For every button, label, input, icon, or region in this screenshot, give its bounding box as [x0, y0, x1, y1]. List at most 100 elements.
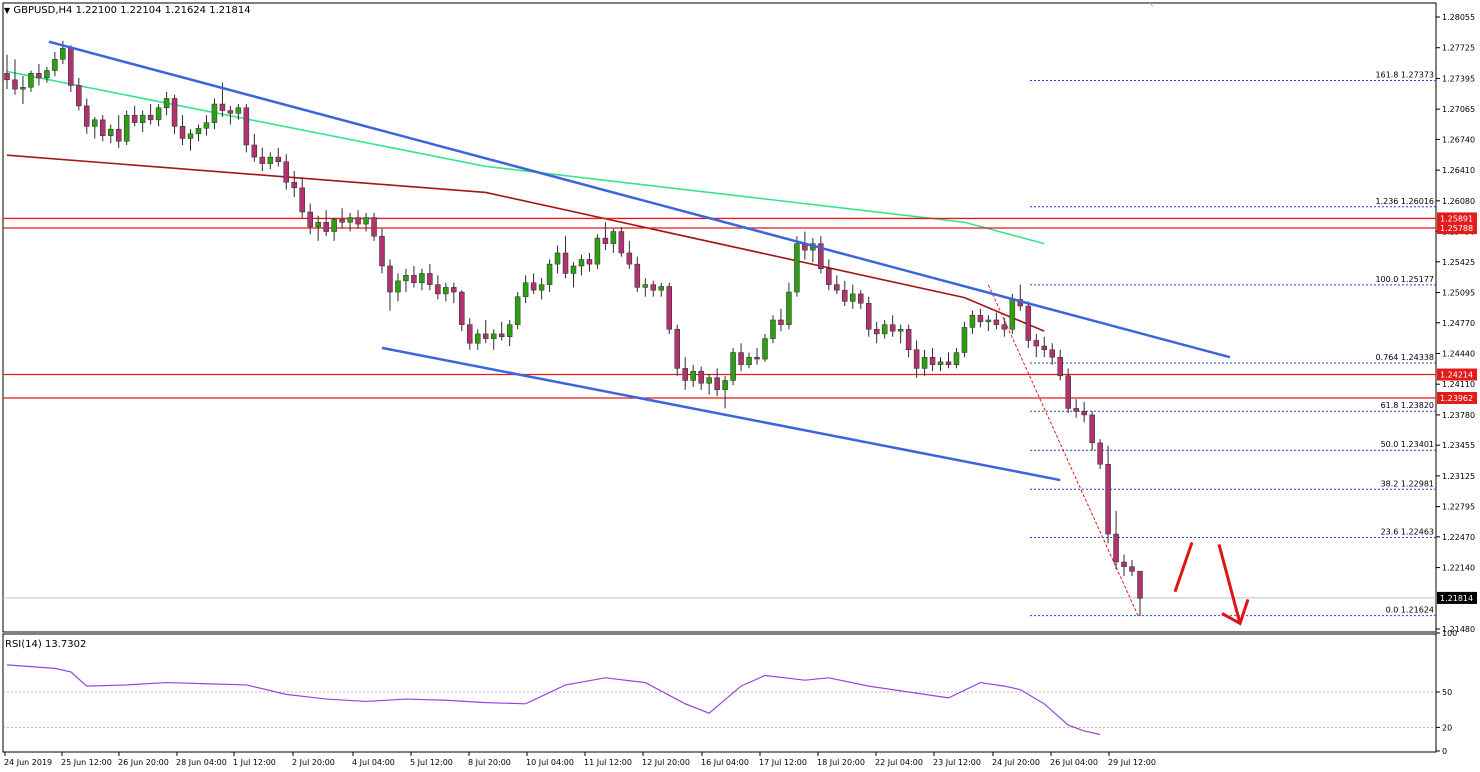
- bearish-candle: [873, 329, 880, 335]
- bearish-candle: [618, 231, 625, 254]
- bearish-candle: [650, 284, 657, 291]
- bearish-candle: [1065, 375, 1071, 409]
- bullish-candle: [546, 263, 553, 285]
- bearish-candle: [99, 119, 106, 136]
- bullish-candle: [961, 327, 968, 353]
- bearish-candle: [714, 377, 720, 391]
- bearish-candle: [147, 114, 154, 121]
- time-tick-label: 11 Jul 12:00: [584, 758, 632, 767]
- bullish-candle: [610, 231, 617, 244]
- bearish-candle: [299, 187, 305, 213]
- price-level-label-box: [1437, 222, 1477, 235]
- bearish-candle: [323, 221, 329, 232]
- bearish-candle: [842, 289, 848, 302]
- time-tick-label: 23 Jul 12:00: [933, 758, 981, 767]
- price-tick-label: 1.25425: [1442, 258, 1475, 267]
- time-tick-label: 24 Jun 2019: [4, 758, 52, 767]
- bullish-candle: [403, 275, 409, 282]
- bearish-candle: [857, 293, 864, 304]
- lower-channel-trendline: [381, 346, 1061, 482]
- price-level-label: 1.24214: [1440, 371, 1473, 380]
- bearish-candle: [1081, 410, 1087, 416]
- fibonacci-level-label: 1.236 1.26016: [1375, 197, 1434, 206]
- time-tick-label: 5 Jul 12:00: [410, 758, 453, 767]
- bearish-candle: [905, 329, 912, 351]
- price-tick-label: 1.24440: [1442, 349, 1475, 358]
- price-level-label: 1.25788: [1440, 224, 1473, 233]
- price-tick-label: 1.26080: [1442, 197, 1475, 206]
- bullish-candle: [347, 217, 353, 223]
- rsi-tick-label: 20: [1442, 723, 1452, 732]
- bullish-candle: [538, 284, 545, 291]
- bullish-candle: [594, 237, 601, 265]
- time-tick-label: 17 Jul 12:00: [759, 758, 807, 767]
- dropdown-icon[interactable]: ▼: [4, 6, 11, 15]
- moving-average-red-line: [6, 154, 1045, 332]
- bullish-candle: [570, 265, 577, 274]
- bearish-candle: [634, 263, 641, 288]
- bullish-candle: [123, 114, 130, 142]
- bullish-candle: [187, 133, 194, 139]
- time-tick-label: 12 Jul 20:00: [642, 758, 690, 767]
- bearish-candle: [339, 219, 345, 223]
- bullish-candle: [953, 352, 960, 365]
- time-tick-label: 8 Jul 20:00: [468, 758, 511, 767]
- time-tick-label: 29 Jul 12:00: [1108, 758, 1156, 767]
- bearish-candle: [4, 73, 10, 81]
- bullish-candle: [506, 324, 513, 337]
- time-tick-label: 25 Jun 12:00: [61, 758, 112, 767]
- bullish-candle: [443, 287, 449, 295]
- bearish-candle: [1057, 356, 1063, 377]
- bullish-candle: [642, 284, 649, 288]
- bullish-candle: [850, 293, 856, 302]
- bearish-candle: [945, 361, 952, 365]
- fibonacci-level-label: 38.2 1.22981: [1381, 479, 1434, 488]
- bullish-candle: [490, 333, 497, 339]
- price-tick-label: 1.22140: [1442, 564, 1475, 573]
- bearish-candle: [227, 110, 234, 114]
- price-tick-label: 1.21480: [1442, 625, 1475, 634]
- bullish-candle: [770, 319, 776, 339]
- fibonacci-level-label: 100.0 1.25177: [1375, 275, 1434, 284]
- bearish-candle: [778, 319, 784, 325]
- bullish-candle: [235, 107, 242, 114]
- bearish-candle: [754, 356, 760, 360]
- chart-header: ▼ GBPUSD,H4 1.22100 1.22104 1.21624 1.21…: [4, 5, 251, 16]
- bearish-candle: [993, 319, 1000, 325]
- bullish-candle: [475, 333, 481, 344]
- bearish-candle: [68, 47, 74, 86]
- price-tick-label: 1.23780: [1442, 411, 1475, 420]
- bullish-candle: [706, 377, 712, 384]
- bullish-candle: [44, 70, 50, 79]
- bearish-candle: [834, 284, 840, 291]
- bearish-candle: [1073, 408, 1079, 412]
- bullish-candle: [163, 98, 170, 109]
- bearish-candle: [451, 287, 457, 293]
- bearish-candle: [1113, 533, 1119, 563]
- bearish-candle: [913, 349, 920, 369]
- bullish-candle: [155, 107, 162, 121]
- upper-channel-trendline: [48, 40, 1231, 359]
- bullish-candle: [203, 122, 210, 129]
- price-tick-label: 1.23455: [1442, 441, 1475, 450]
- bullish-candle: [690, 370, 696, 381]
- bearish-candle: [1105, 463, 1111, 535]
- time-tick-label: 24 Jul 20:00: [992, 758, 1040, 767]
- rsi-label: RSI(14) 13.7302: [5, 639, 87, 650]
- fibonacci-level-label: 61.8 1.23820: [1381, 401, 1434, 410]
- bearish-candle: [818, 243, 824, 270]
- bullish-candle: [195, 127, 202, 135]
- price-tick-label: 1.27065: [1442, 105, 1475, 114]
- bullish-candle: [1009, 299, 1016, 330]
- bullish-candle: [937, 361, 944, 365]
- bullish-candle: [658, 286, 665, 291]
- current-price-label: 1.21814: [1440, 594, 1473, 603]
- bearish-candle: [1049, 349, 1055, 358]
- bearish-candle: [411, 275, 417, 283]
- rsi-tick-label: 0: [1442, 747, 1447, 756]
- time-tick-label: 1 Jul 12:00: [233, 758, 276, 767]
- rsi-plot-frame: [2, 633, 1437, 753]
- bullish-candle: [794, 243, 800, 293]
- bearish-candle: [387, 265, 393, 293]
